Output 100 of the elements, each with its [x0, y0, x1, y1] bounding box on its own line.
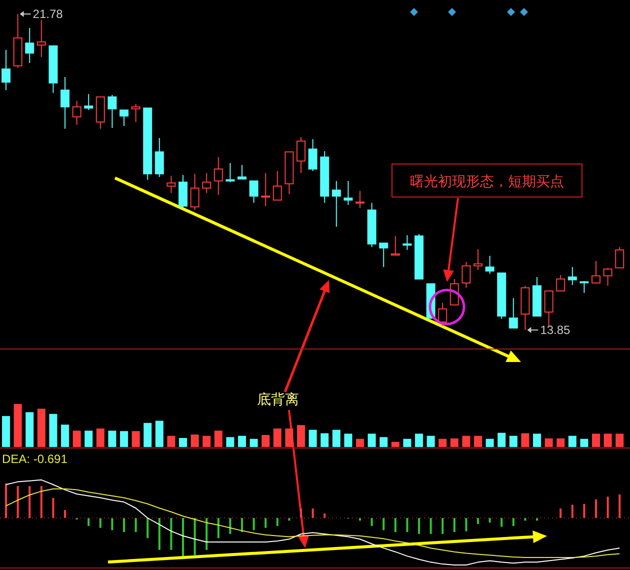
bar — [276, 518, 278, 526]
bar — [111, 518, 114, 530]
bar — [308, 430, 317, 447]
bar — [580, 438, 588, 447]
bar — [592, 434, 600, 447]
bar — [190, 434, 199, 447]
bar — [250, 438, 258, 447]
annotation: 底背离 — [257, 391, 299, 407]
bar — [560, 508, 562, 518]
bar — [462, 436, 470, 447]
bar — [238, 436, 246, 447]
candlestick — [402, 234, 412, 250]
bar — [96, 428, 104, 447]
bar — [380, 437, 388, 447]
bar — [604, 434, 612, 447]
candlestick — [2, 49, 10, 91]
bar — [229, 518, 232, 534]
bar — [320, 433, 329, 447]
bar — [214, 430, 222, 447]
candlestick — [25, 27, 34, 64]
bar — [26, 412, 34, 447]
candlestick — [72, 100, 82, 126]
bar — [40, 486, 42, 518]
bar — [426, 436, 435, 447]
bar — [488, 518, 491, 523]
bar — [486, 438, 494, 447]
candlestick — [166, 175, 176, 194]
bar — [262, 434, 270, 447]
bar — [99, 518, 102, 528]
bar — [5, 483, 7, 518]
bar — [450, 438, 458, 447]
candlestick — [320, 150, 330, 204]
bar — [16, 486, 19, 518]
bar — [544, 438, 553, 447]
bar — [477, 518, 479, 524]
bar — [312, 508, 314, 518]
bar — [415, 434, 423, 447]
bar — [533, 434, 541, 447]
bar — [194, 518, 196, 556]
bar — [356, 438, 364, 447]
bar — [556, 438, 565, 447]
bar — [2, 416, 10, 447]
bar — [144, 422, 152, 447]
bar — [300, 508, 302, 518]
bar — [616, 434, 624, 447]
bar — [252, 518, 255, 530]
bar — [509, 436, 518, 447]
bar — [571, 504, 574, 518]
annotation: 13.85 — [540, 323, 571, 337]
bar — [167, 436, 176, 447]
bar — [583, 504, 586, 518]
bar — [403, 438, 412, 447]
bar — [568, 436, 576, 447]
bar — [618, 494, 621, 518]
bar — [606, 496, 609, 518]
bar — [28, 486, 31, 518]
bar — [64, 510, 66, 518]
bar — [370, 518, 373, 526]
bar — [123, 518, 125, 532]
bar — [14, 404, 22, 447]
bar — [120, 431, 128, 447]
bar — [394, 518, 396, 532]
bar — [155, 420, 164, 447]
bar — [202, 436, 211, 447]
candlestick — [202, 172, 212, 194]
candlestick — [131, 104, 140, 122]
bar — [285, 428, 294, 447]
bar — [179, 438, 187, 447]
bar — [146, 518, 149, 538]
bar — [391, 442, 400, 447]
candlestick — [332, 180, 341, 228]
bar — [368, 434, 376, 447]
bar — [500, 518, 503, 527]
annotation: 曙光初现形态，短期买点 — [410, 173, 564, 189]
bar — [332, 430, 340, 447]
annotation: 21.78 — [32, 7, 64, 21]
bar — [37, 408, 46, 447]
candlestick — [60, 76, 70, 130]
candlestick — [344, 180, 353, 206]
bar — [88, 518, 90, 526]
bar — [134, 518, 137, 532]
bar — [264, 518, 267, 528]
candlestick — [36, 19, 46, 58]
bar — [84, 430, 93, 447]
bar — [170, 518, 172, 550]
bar — [324, 513, 326, 518]
bar — [382, 518, 385, 530]
candlestick — [485, 255, 494, 274]
bar — [430, 518, 432, 534]
candlestick — [214, 156, 223, 196]
bar — [595, 499, 597, 518]
bar — [49, 414, 58, 447]
chart-title: DEA: -0.691 — [2, 452, 68, 466]
bar — [465, 518, 468, 532]
bar — [442, 518, 444, 534]
bar — [206, 518, 208, 550]
bar — [72, 430, 81, 447]
bar — [344, 434, 352, 447]
bar — [498, 432, 506, 447]
bar — [182, 518, 184, 556]
